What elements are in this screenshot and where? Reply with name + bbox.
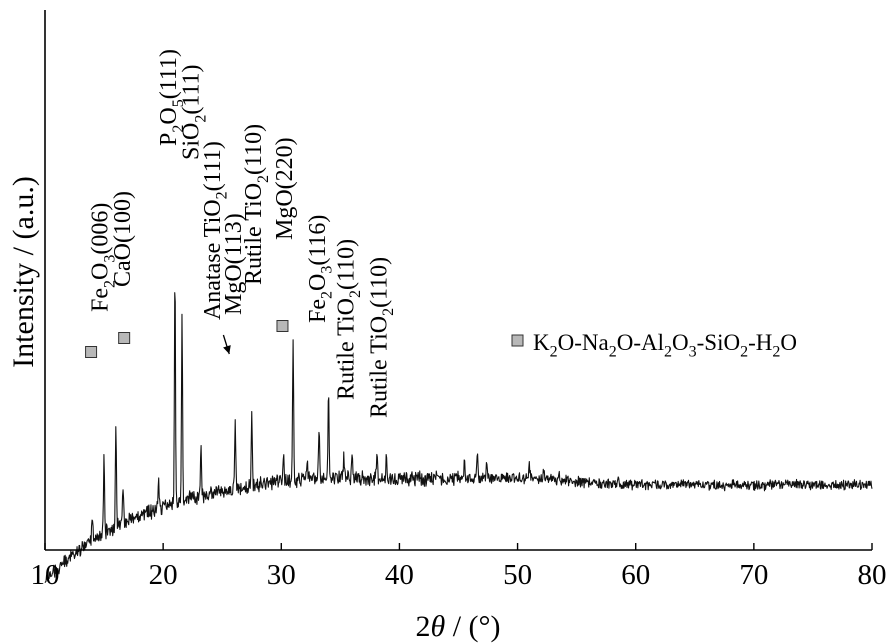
peak-label: Fe2O3(116): [305, 215, 336, 323]
x-axis-label: 2θ / (°): [415, 610, 500, 643]
x-tick-label: 10: [31, 559, 60, 591]
axis-labels: Intensity / (a.u.) 2θ / (°): [7, 176, 501, 643]
peak-label: CaO(100): [110, 191, 136, 287]
x-tick-label: 70: [739, 559, 768, 591]
legend: K2O-Na2O-Al2O3-SiO2-H2O: [511, 330, 797, 360]
peak-label: SiO2(111): [179, 64, 210, 160]
x-tick-label: 30: [267, 559, 296, 591]
annotation-arrow-head: [223, 345, 231, 354]
peak-label: Fe2O3(006): [88, 203, 119, 312]
peak-annotations: Fe2O3(006)CaO(100) P2O5(111)SiO2(111)Anat…: [85, 49, 397, 418]
x-tick-label: 20: [149, 559, 178, 591]
x-tick-label: 50: [503, 559, 532, 591]
peak-label: Rutile TiO2(110): [366, 257, 397, 418]
peak-label: Anatase TiO2(111): [200, 141, 231, 320]
plot-area: [44, 292, 873, 584]
axes-frame: [44, 10, 872, 551]
peak-label: Rutile TiO2(110): [241, 124, 272, 285]
y-axis-label: Intensity / (a.u.): [7, 176, 40, 368]
legend-marker: [511, 334, 524, 347]
series-line: [44, 292, 873, 584]
peak-label: P2O5(111): [156, 49, 187, 146]
x-axis: 10 20 30 40 50 60 70 80: [31, 543, 887, 591]
peak-label: MgO(113): [221, 213, 247, 315]
x-tick-label: 40: [385, 559, 414, 591]
x-tick-label: 60: [621, 559, 650, 591]
legend-label: K2O-Na2O-Al2O3-SiO2-H2O: [533, 330, 797, 360]
phase-marker-square: [276, 320, 289, 332]
x-tick-label: 80: [858, 559, 887, 591]
phase-marker-square: [85, 346, 98, 358]
peak-label: Rutile TiO2(110): [333, 239, 364, 400]
peak-label: MgO(220): [272, 137, 298, 240]
phase-marker-square: [118, 332, 131, 344]
